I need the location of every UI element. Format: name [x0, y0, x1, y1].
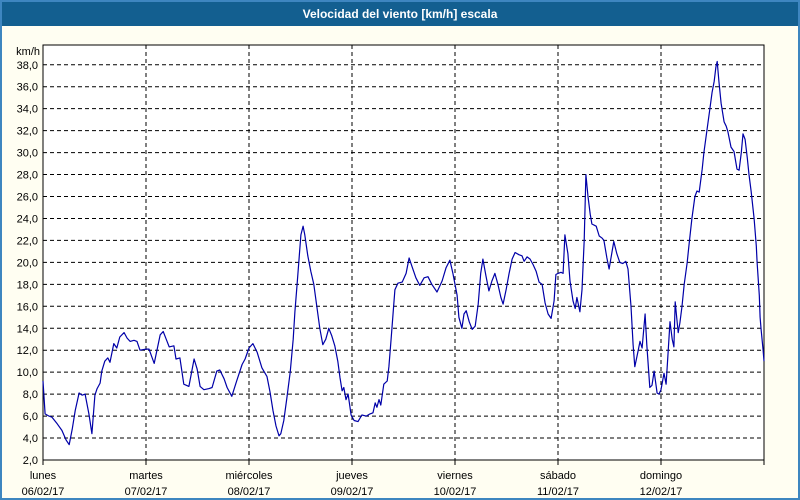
y-axis-label: 6,0 [23, 411, 38, 423]
y-axis-label: 32,0 [17, 126, 38, 138]
y-axis-label: 38,0 [17, 60, 38, 72]
day-date-label: 12/02/17 [640, 486, 683, 498]
day-date-label: 09/02/17 [331, 486, 374, 498]
y-axis-label: 36,0 [17, 82, 38, 94]
y-axis-label: 24,0 [17, 213, 38, 225]
y-axis-label: 22,0 [17, 235, 38, 247]
day-date-label: 11/02/17 [537, 486, 579, 498]
y-axis-label: 2,0 [23, 455, 38, 467]
day-name-label: lunes [30, 470, 57, 482]
day-name-label: domingo [640, 470, 682, 482]
day-name-label: viernes [437, 470, 473, 482]
title-bar: Velocidad del viento [km/h] escala [2, 2, 798, 26]
day-date-label: 08/02/17 [228, 486, 271, 498]
chart-title: Velocidad del viento [km/h] escala [302, 7, 498, 21]
y-axis-label: 18,0 [17, 279, 38, 291]
day-date-label: 07/02/17 [125, 486, 168, 498]
y-axis-label: 16,0 [17, 301, 38, 313]
y-axis-label: 12,0 [17, 345, 38, 357]
y-axis-label: 28,0 [17, 170, 38, 182]
y-axis-label: 10,0 [17, 367, 38, 379]
y-axis-label: 20,0 [17, 257, 38, 269]
day-date-label: 10/02/17 [434, 486, 477, 498]
plot-area [42, 44, 765, 461]
y-axis-unit-label: km/h [16, 46, 40, 58]
day-name-label: jueves [335, 470, 368, 482]
y-axis-label: 30,0 [17, 148, 38, 160]
y-axis-label: 34,0 [17, 104, 38, 116]
y-axis-label: 4,0 [23, 433, 38, 445]
y-axis-label: 26,0 [17, 192, 38, 204]
y-axis-label: 14,0 [17, 323, 38, 335]
y-axis-label: 8,0 [23, 389, 38, 401]
day-date-label: 06/02/17 [22, 486, 65, 498]
day-name-label: martes [129, 470, 163, 482]
day-name-label: sábado [540, 470, 576, 482]
day-name-label: miércoles [225, 470, 273, 482]
wind-speed-line [42, 60, 765, 446]
